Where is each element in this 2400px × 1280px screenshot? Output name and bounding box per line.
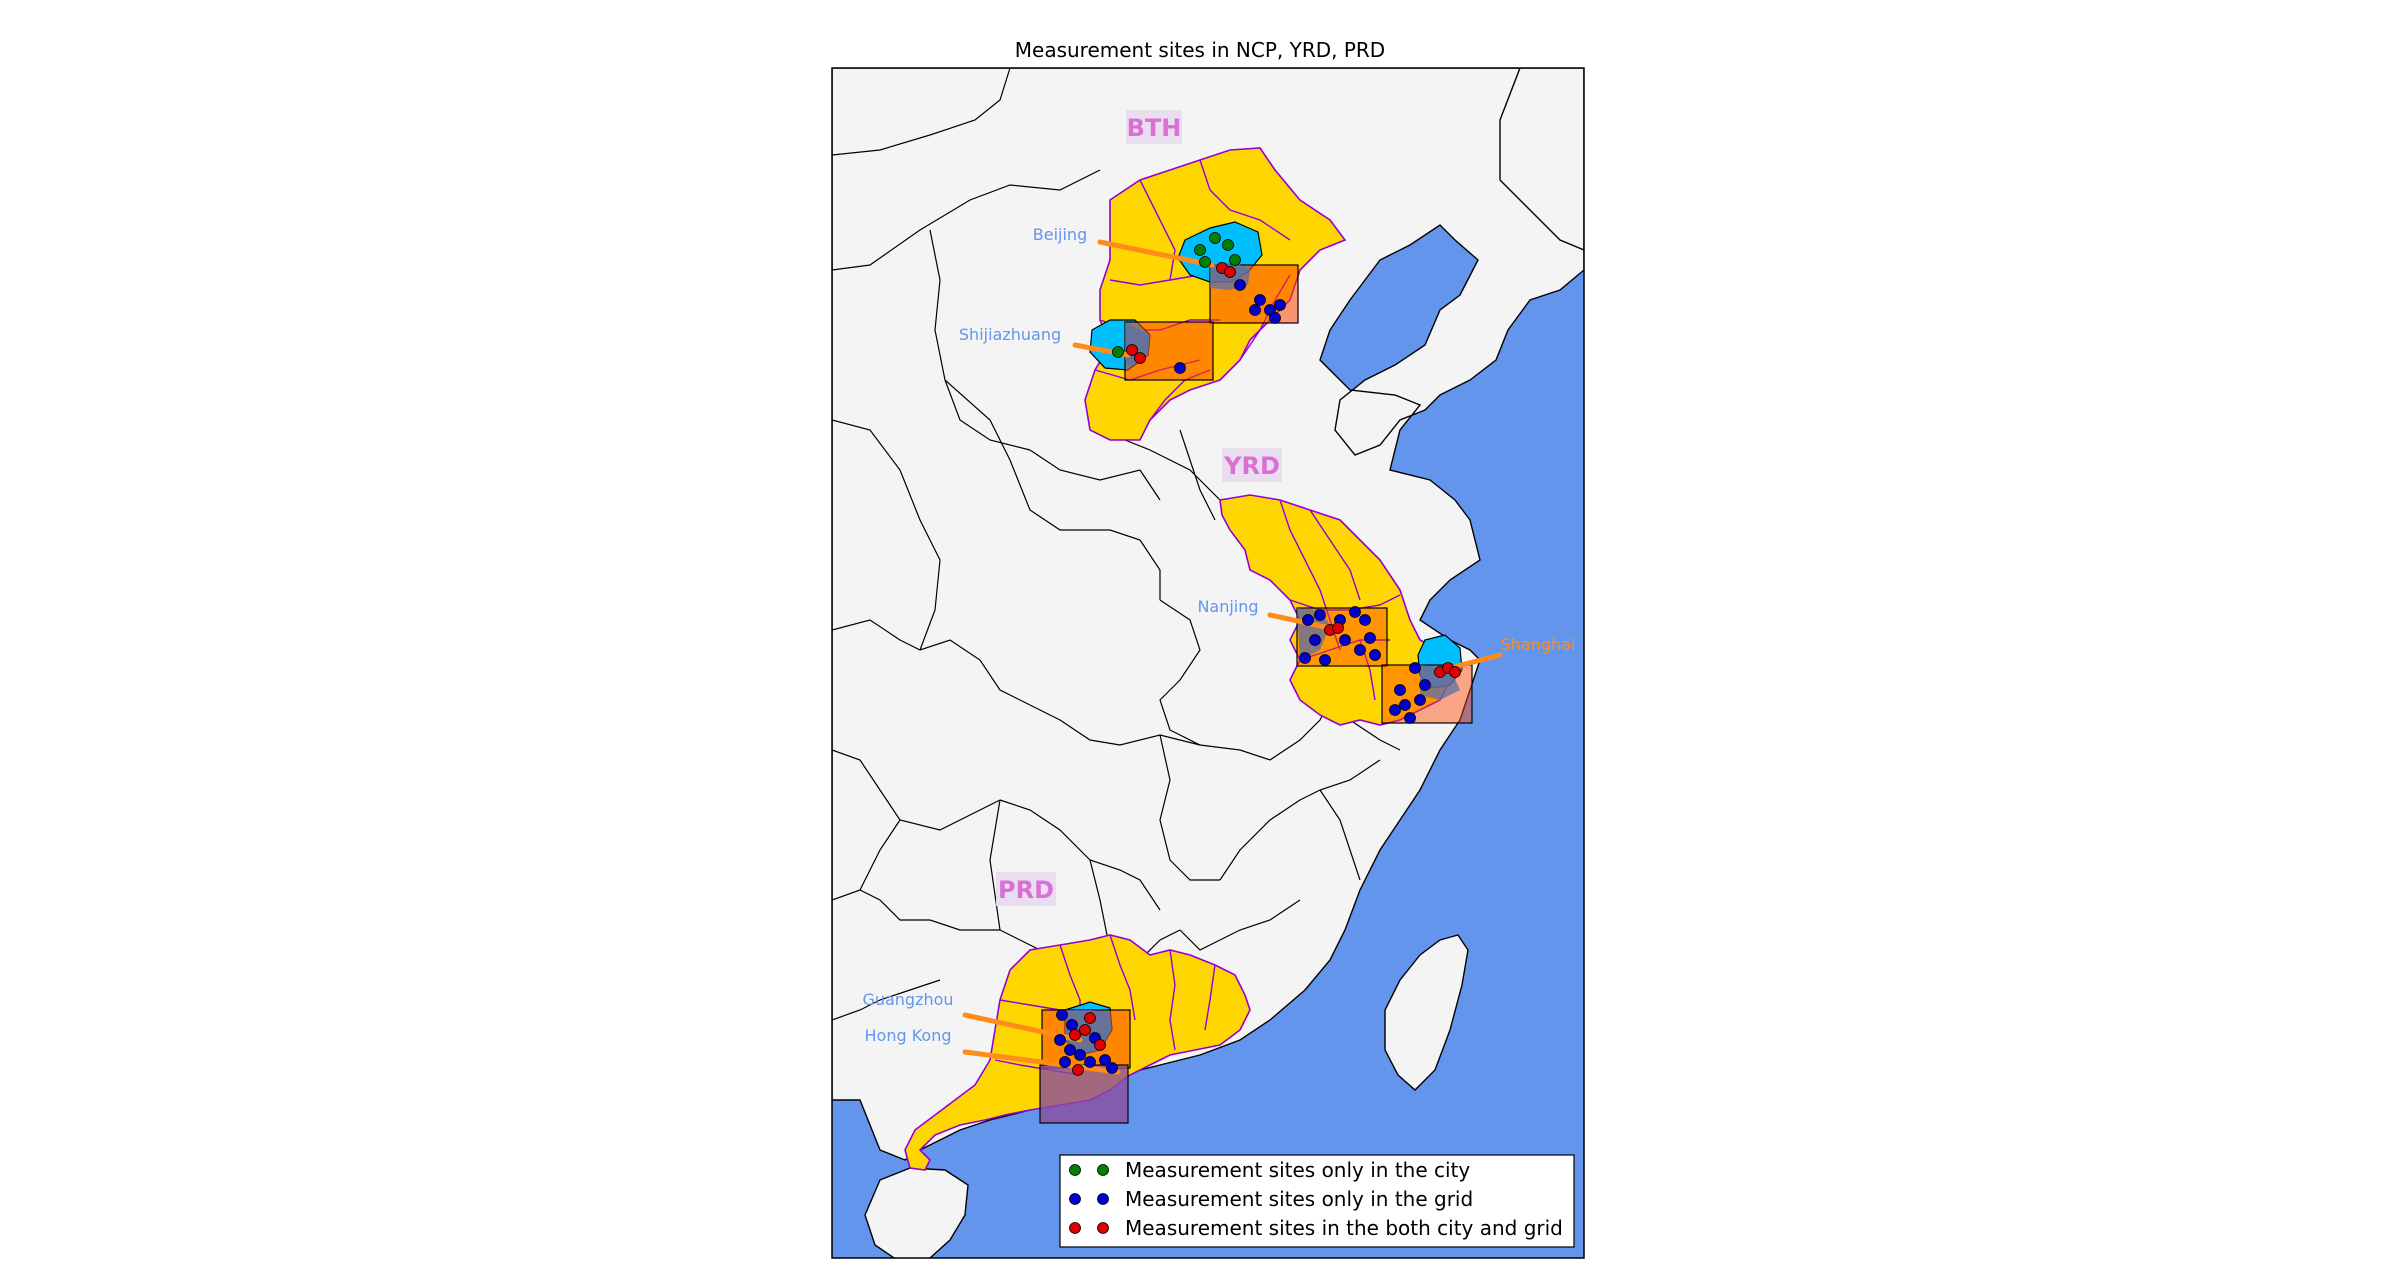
svg-text:Measurement sites only in the: Measurement sites only in the grid xyxy=(1125,1187,1473,1211)
blue-dot-icon xyxy=(1097,1193,1109,1205)
site-marker xyxy=(1094,1039,1106,1051)
site-marker xyxy=(1319,654,1331,666)
site-marker xyxy=(1269,312,1281,324)
site-marker xyxy=(1359,614,1371,626)
korea-peninsula xyxy=(1499,68,1584,251)
site-marker xyxy=(1194,244,1206,256)
site-marker xyxy=(1069,1029,1081,1041)
legend-item-grid: Measurement sites only in the grid xyxy=(1069,1187,1473,1211)
site-marker xyxy=(1299,652,1311,664)
site-marker xyxy=(1054,1034,1066,1046)
site-marker xyxy=(1126,344,1138,356)
site-marker xyxy=(1409,662,1421,674)
site-marker xyxy=(1389,704,1401,716)
site-marker xyxy=(1449,666,1461,678)
city-label-guangzhou: Guangzhou xyxy=(862,990,953,1009)
site-marker xyxy=(1249,304,1261,316)
site-marker xyxy=(1229,254,1241,266)
site-marker xyxy=(1399,699,1411,711)
site-marker xyxy=(1349,606,1361,618)
site-marker xyxy=(1339,634,1351,646)
site-marker xyxy=(1394,684,1406,696)
site-marker xyxy=(1074,1049,1086,1061)
site-marker xyxy=(1064,1044,1076,1056)
map-frame xyxy=(831,67,1585,1259)
city-labels: Beijing Shijiazhuang Nanjing Shanghai Gu… xyxy=(862,225,1575,1045)
legend: Measurement sites only in the city Measu… xyxy=(1059,1154,1575,1248)
site-marker xyxy=(1199,256,1211,268)
city-label-shijiazhuang: Shijiazhuang xyxy=(959,325,1061,344)
site-marker xyxy=(1079,1024,1091,1036)
svg-text:Measurement sites in the both: Measurement sites in the both city and g… xyxy=(1125,1216,1563,1240)
site-marker xyxy=(1134,352,1146,364)
site-marker xyxy=(1084,1012,1096,1024)
site-marker xyxy=(1414,694,1426,706)
site-marker xyxy=(1084,1056,1096,1068)
site-marker xyxy=(1059,1056,1071,1068)
region-label-prd: PRD xyxy=(998,876,1054,904)
green-dot-icon xyxy=(1097,1164,1109,1176)
city-label-beijing: Beijing xyxy=(1033,225,1087,244)
blue-dot-icon xyxy=(1069,1193,1081,1205)
site-marker xyxy=(1404,712,1416,724)
green-dot-icon xyxy=(1069,1164,1081,1176)
site-marker xyxy=(1354,644,1366,656)
site-marker xyxy=(1174,362,1186,374)
site-marker xyxy=(1309,634,1321,646)
site-marker xyxy=(1106,1062,1118,1074)
site-marker xyxy=(1419,679,1431,691)
hainan-island xyxy=(864,1167,969,1258)
site-marker xyxy=(1066,1019,1078,1031)
site-marker xyxy=(1234,279,1246,291)
city-label-nanjing: Nanjing xyxy=(1197,597,1258,616)
region-label-yrd: YRD xyxy=(1223,452,1280,480)
site-markers xyxy=(1054,232,1461,1076)
map-title: Measurement sites in NCP, YRD, PRD xyxy=(1014,38,1386,62)
site-marker xyxy=(1224,266,1236,278)
site-marker xyxy=(1274,299,1286,311)
region-label-bth: BTH xyxy=(1127,114,1182,142)
red-dot-icon xyxy=(1069,1222,1081,1234)
site-marker xyxy=(1364,632,1376,644)
legend-item-city: Measurement sites only in the city xyxy=(1069,1158,1470,1182)
legend-item-both: Measurement sites in the both city and g… xyxy=(1069,1216,1563,1240)
red-dot-icon xyxy=(1097,1222,1109,1234)
site-marker xyxy=(1222,239,1234,251)
taiwan-island xyxy=(1384,934,1469,1091)
grid-box-hongkong xyxy=(1039,1064,1129,1124)
site-marker xyxy=(1072,1064,1084,1076)
site-marker xyxy=(1314,609,1326,621)
site-marker xyxy=(1332,622,1344,634)
site-marker xyxy=(1209,232,1221,244)
svg-text:Measurement sites only in the: Measurement sites only in the city xyxy=(1125,1158,1470,1182)
city-label-hongkong: Hong Kong xyxy=(865,1026,952,1045)
site-marker xyxy=(1112,346,1124,358)
site-marker xyxy=(1056,1009,1068,1021)
legend-box xyxy=(1059,1154,1575,1248)
site-marker xyxy=(1302,614,1314,626)
province-boundaries xyxy=(832,68,1401,1021)
site-marker xyxy=(1369,649,1381,661)
city-label-shanghai: Shanghai xyxy=(1501,635,1576,654)
site-marker xyxy=(1099,1054,1111,1066)
site-marker xyxy=(1254,294,1266,306)
region-labels: BTH YRD PRD xyxy=(996,110,1282,906)
